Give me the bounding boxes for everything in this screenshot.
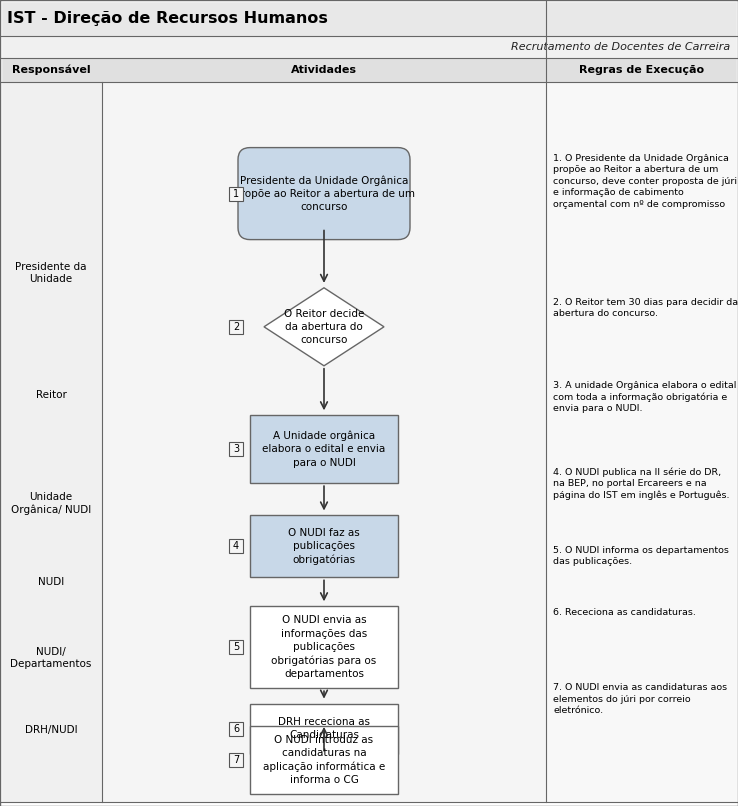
Text: O NUDI introduz as
candidaturas na
aplicação informática e
informa o CG: O NUDI introduz as candidaturas na aplic… [263,735,385,785]
Text: NUDI: NUDI [38,577,64,588]
Text: NUDI/
Departamentos: NUDI/ Departamentos [10,646,92,669]
Bar [0,58,738,82]
Bar [229,539,243,554]
Text: 3: 3 [233,444,239,455]
Text: IST - Direção de Recursos Humanos: IST - Direção de Recursos Humanos [7,10,328,26]
Bar [250,515,398,577]
Text: 6: 6 [233,724,239,733]
Bar [546,82,738,802]
Text: Reitor: Reitor [35,390,66,401]
Text: 2. O Reitor tem 30 dias para decidir da
abertura do concurso.: 2. O Reitor tem 30 dias para decidir da … [553,298,738,318]
Bar [250,726,398,794]
Text: Regras de Execução: Regras de Execução [579,65,705,75]
Bar [0,82,102,802]
Bar [250,704,398,754]
Bar [0,0,738,36]
Bar [250,606,398,688]
Text: A Unidade orgânica
elabora o edital e envia
para o NUDI: A Unidade orgânica elabora o edital e en… [263,430,386,467]
Text: Unidade
Orgânica/ NUDI: Unidade Orgânica/ NUDI [11,492,91,515]
Text: Presidente da
Unidade: Presidente da Unidade [15,262,87,284]
Text: 5. O NUDI informa os departamentos
das publicações.: 5. O NUDI informa os departamentos das p… [553,546,729,566]
Text: Responsável: Responsável [12,64,90,75]
Bar [229,721,243,736]
Text: O Reitor decide
da abertura do
concurso: O Reitor decide da abertura do concurso [284,309,364,345]
Text: 3. A unidade Orgânica elabora o edital
com toda a informação obrigatória e
envia: 3. A unidade Orgânica elabora o edital c… [553,380,737,413]
Text: O NUDI envia as
informações das
publicações
obrigatórias para os
departamentos: O NUDI envia as informações das publicaç… [272,616,376,679]
Text: 7. O NUDI envia as candidaturas aos
elementos do júri por correio
eletrónico.: 7. O NUDI envia as candidaturas aos elem… [553,683,727,715]
Text: 1: 1 [233,189,239,198]
Bar [229,320,243,334]
Text: 1. O Presidente da Unidade Orgânica
propõe ao Reitor a abertura de um
concurso, : 1. O Presidente da Unidade Orgânica prop… [553,154,737,209]
Bar [229,753,243,767]
Text: Atividades: Atividades [291,65,357,75]
Text: 6. Receciona as candidaturas.: 6. Receciona as candidaturas. [553,608,696,617]
Bar [102,82,546,802]
Text: 4: 4 [233,542,239,551]
FancyBboxPatch shape [238,147,410,239]
Text: DRH/NUDI: DRH/NUDI [24,725,77,735]
Bar [229,187,243,201]
Text: O NUDI faz as
publicações
obrigatórias: O NUDI faz as publicações obrigatórias [288,528,360,565]
Bar [229,640,243,654]
Text: Presidente da Unidade Orgânica
propõe ao Reitor a abertura de um
concurso: Presidente da Unidade Orgânica propõe ao… [233,175,415,212]
Text: Recrutamento de Docentes de Carreira: Recrutamento de Docentes de Carreira [511,42,730,52]
Bar [250,415,398,484]
Bar [0,36,738,58]
Text: DRH receciona as
Candidaturas: DRH receciona as Candidaturas [278,717,370,740]
Text: 7: 7 [233,755,239,765]
Bar [229,442,243,456]
Text: 2: 2 [233,322,239,332]
Polygon shape [264,288,384,366]
Text: 5: 5 [233,642,239,652]
Text: 4. O NUDI publica na II série do DR,
na BEP, no portal Ercareers e na
página do : 4. O NUDI publica na II série do DR, na … [553,467,729,501]
